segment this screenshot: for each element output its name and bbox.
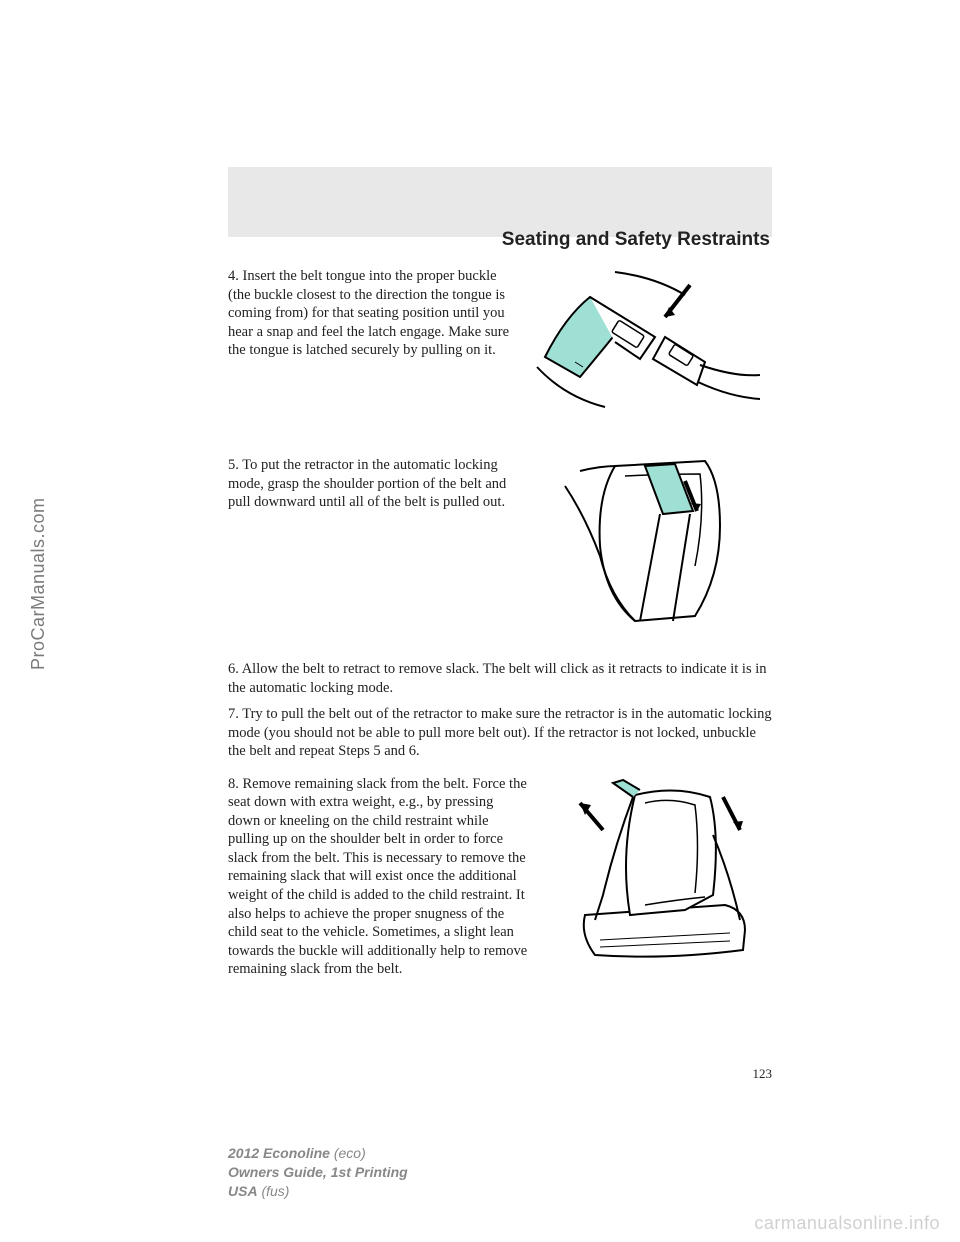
step-4-illustration <box>528 267 772 412</box>
footer: 2012 Econoline (eco) Owners Guide, 1st P… <box>228 1144 408 1201</box>
retractor-pull-icon <box>545 456 755 626</box>
footer-model: 2012 Econoline <box>228 1145 330 1161</box>
spacer <box>228 428 772 456</box>
step-5-text: 5. To put the retractor in the automatic… <box>228 456 528 512</box>
step-5-illustration <box>528 456 772 626</box>
page: ProCarManuals.com Seating and Safety Res… <box>0 0 960 1242</box>
step-6-text: 6. Allow the belt to retract to remove s… <box>228 660 772 697</box>
step-8-illustration <box>538 775 772 970</box>
step-5-block: 5. To put the retractor in the automatic… <box>228 456 772 626</box>
child-seat-slack-icon <box>545 775 765 970</box>
footer-line-2: Owners Guide, 1st Printing <box>228 1163 408 1182</box>
spacer <box>228 642 772 660</box>
page-number: 123 <box>228 1066 772 1082</box>
header-grey-box <box>228 167 772 237</box>
section-title: Seating and Safety Restraints <box>228 229 772 251</box>
step-8-block: 8. Remove remaining slack from the belt.… <box>228 775 772 979</box>
footer-model-code: (eco) <box>334 1145 366 1161</box>
footer-region: USA <box>228 1183 258 1199</box>
belt-buckle-icon <box>535 267 765 412</box>
step-7-text: 7. Try to pull the belt out of the retra… <box>228 705 772 761</box>
step-4-block: 4. Insert the belt tongue into the prope… <box>228 267 772 412</box>
footer-line-1: 2012 Econoline (eco) <box>228 1144 408 1163</box>
footer-line-3: USA (fus) <box>228 1182 408 1201</box>
right-watermark: carmanualsonline.info <box>754 1213 940 1234</box>
content-area: 4. Insert the belt tongue into the prope… <box>228 267 772 979</box>
footer-region-code: (fus) <box>261 1183 289 1199</box>
step-4-text: 4. Insert the belt tongue into the prope… <box>228 267 528 360</box>
step-8-text: 8. Remove remaining slack from the belt.… <box>228 775 538 979</box>
left-watermark: ProCarManuals.com <box>28 497 49 670</box>
